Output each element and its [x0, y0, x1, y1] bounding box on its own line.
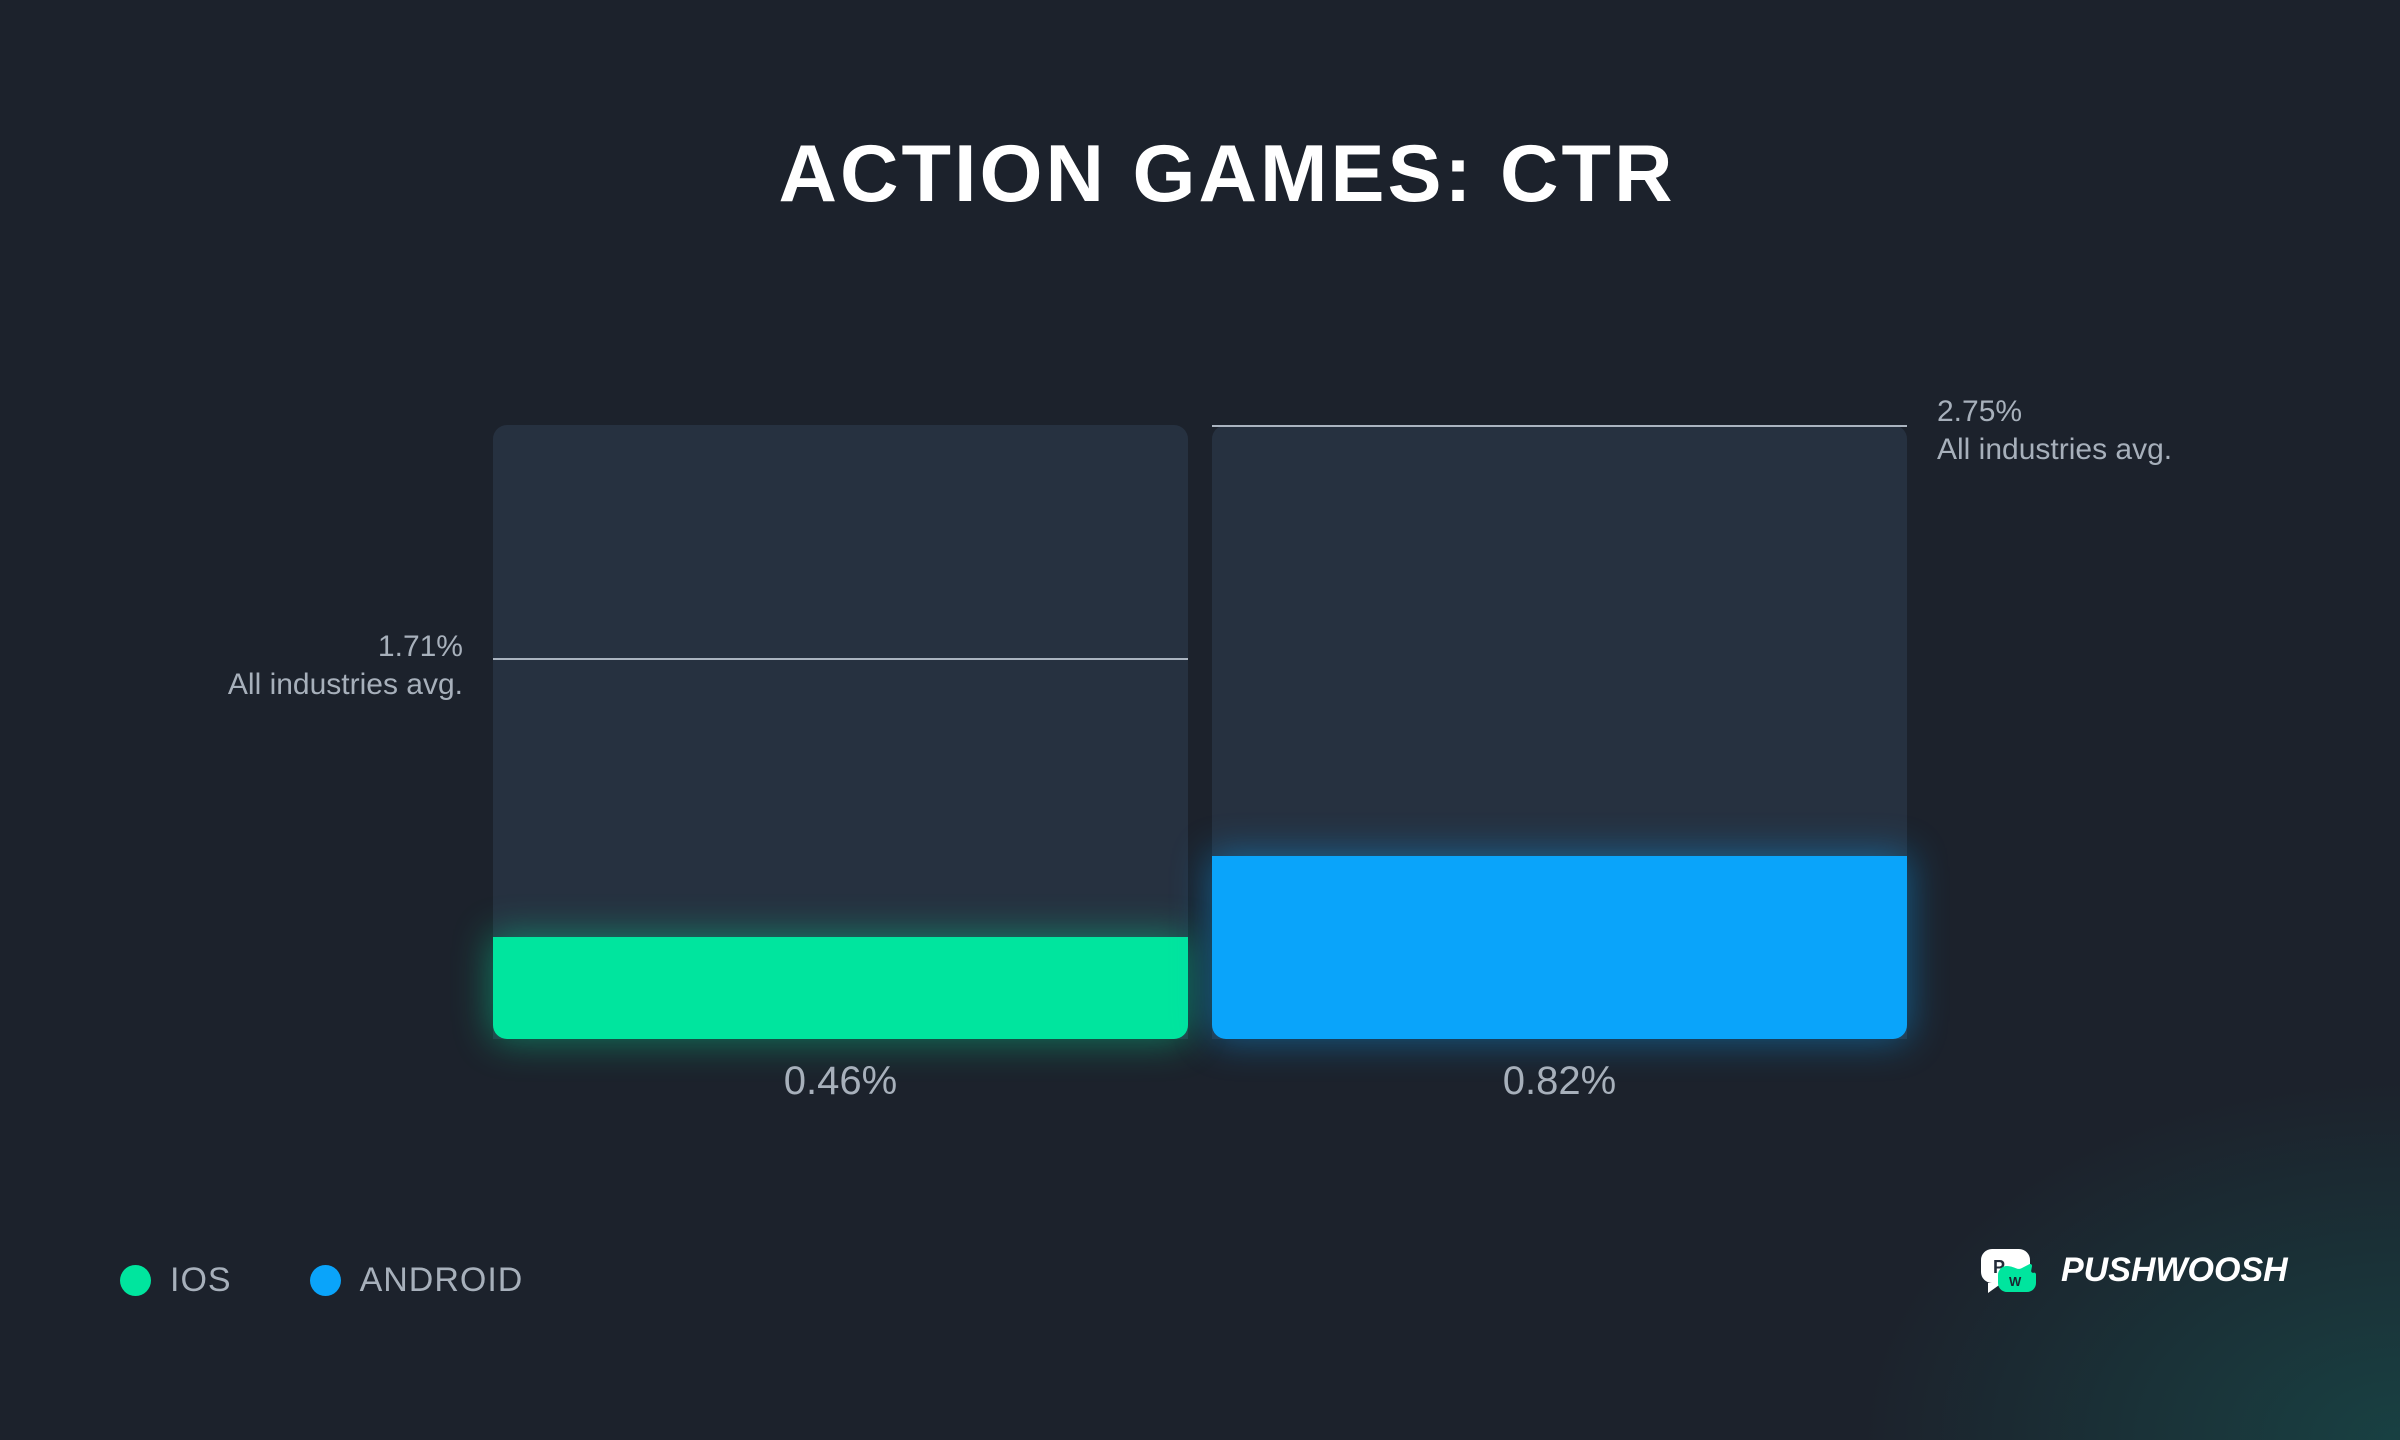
svg-text:W: W: [2009, 1274, 2022, 1289]
